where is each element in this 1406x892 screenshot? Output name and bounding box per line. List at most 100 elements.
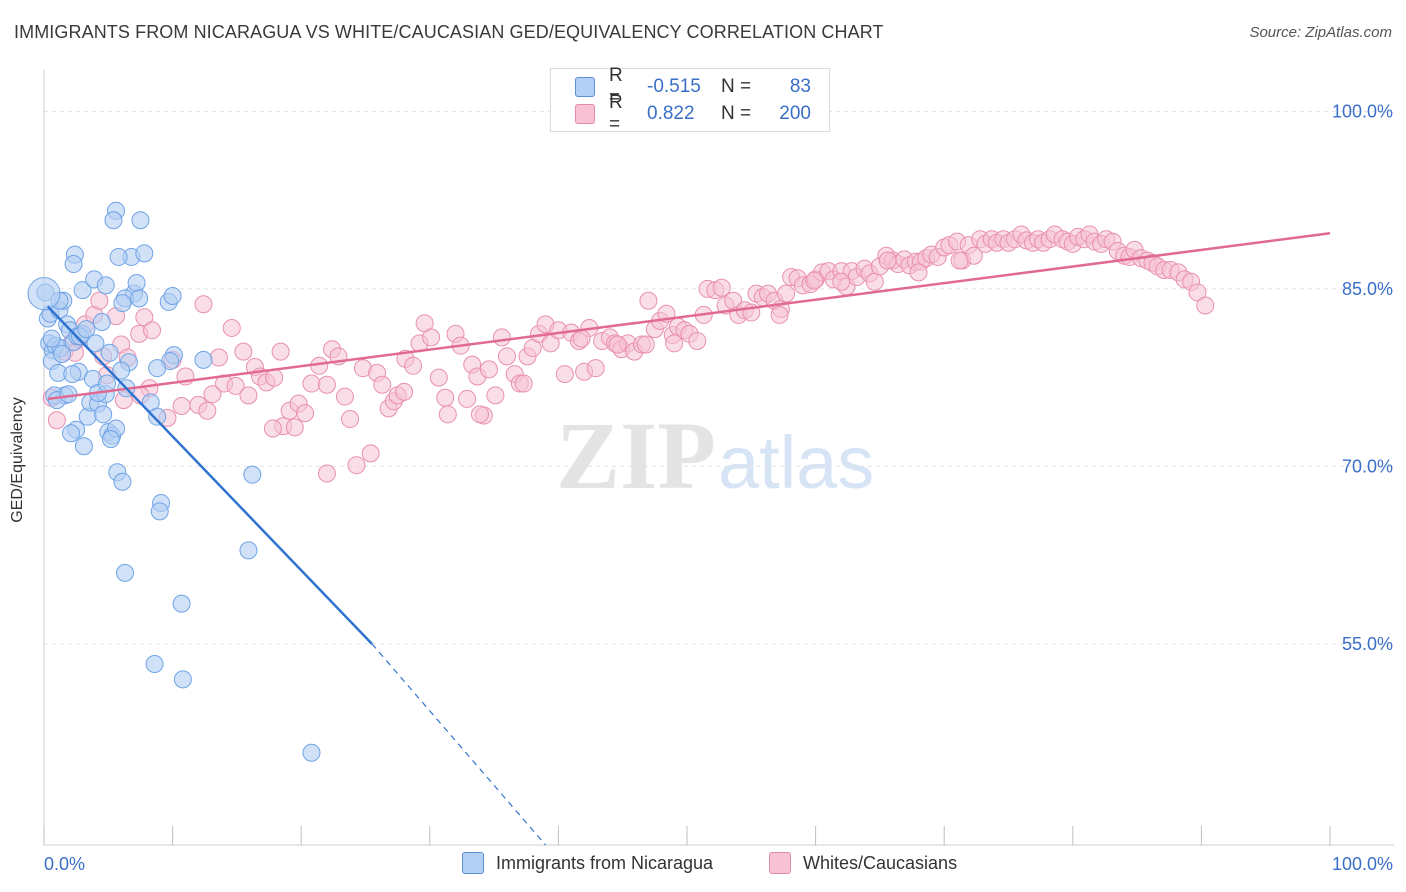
nicaragua-point xyxy=(145,654,164,673)
legend-r-label: R = xyxy=(609,65,623,108)
nicaragua-point xyxy=(92,313,111,332)
nicaragua-point xyxy=(173,670,192,689)
stats-legend: R = -0.515 N = 83 R = 0.822 N = 200 xyxy=(550,65,830,135)
nicaragua-point xyxy=(148,407,167,426)
legend-r-value: 0.822 xyxy=(647,103,695,124)
legend-row-nicaragua: R = -0.515 N = 83 xyxy=(575,65,811,108)
whites-point xyxy=(608,335,627,354)
nicaragua-point xyxy=(148,359,167,378)
nicaragua-point xyxy=(172,594,191,613)
nicaragua-point xyxy=(100,343,119,362)
nicaragua-point xyxy=(163,286,182,305)
nicaragua-point xyxy=(74,437,93,456)
x-tick-label-max: 100.0% xyxy=(1332,854,1393,874)
nicaragua-point xyxy=(302,743,321,762)
nicaragua-point xyxy=(130,289,149,308)
whites-point xyxy=(572,329,591,348)
legend-r-label: R = xyxy=(609,92,623,135)
nicaragua-point xyxy=(64,255,83,274)
whites-point xyxy=(950,251,969,270)
whites-point xyxy=(429,368,448,387)
whites-point xyxy=(832,272,851,291)
y-tick-label: 70.0% xyxy=(1342,456,1393,476)
whites-point xyxy=(361,444,380,463)
nicaragua-point xyxy=(116,563,135,582)
bottom-legend-label-whites: Whites/Caucasians xyxy=(803,852,958,873)
x-tick-label-min: 0.0% xyxy=(44,854,85,874)
whites-point xyxy=(514,374,533,393)
whites-point xyxy=(347,456,366,475)
nicaragua-large-point xyxy=(27,277,61,311)
whites-point xyxy=(436,388,455,407)
whites-point xyxy=(777,284,796,303)
whites-point xyxy=(1196,296,1215,315)
legend-swatch-nicaragua xyxy=(575,77,595,97)
whites-point xyxy=(335,387,354,406)
nicaragua-point xyxy=(42,329,61,348)
nicaragua-point xyxy=(86,334,105,353)
whites-point xyxy=(172,397,191,416)
y-tick-label: 55.0% xyxy=(1342,634,1393,654)
whites-point xyxy=(479,360,498,379)
whites-point xyxy=(373,375,392,394)
watermark-zip: ZIP xyxy=(556,402,716,509)
nicaragua-point xyxy=(63,365,82,384)
legend-swatch-whites xyxy=(575,104,595,124)
whites-point xyxy=(395,382,414,401)
whites-point xyxy=(712,278,731,297)
whites-point xyxy=(665,334,684,353)
nicaragua-point xyxy=(62,424,81,443)
nicaragua-point xyxy=(243,465,262,484)
legend-row-whites: R = 0.822 N = 200 xyxy=(575,92,811,135)
whites-point xyxy=(805,271,824,290)
bottom-legend-swatch-nicaragua xyxy=(462,852,484,874)
bottom-legend-label-nicaragua: Immigrants from Nicaragua xyxy=(496,852,714,873)
nicaragua-point xyxy=(131,211,150,230)
whites-point xyxy=(458,389,477,408)
whites-point xyxy=(271,342,290,361)
whites-point xyxy=(688,331,707,350)
y-axis-title: GED/Equivalency xyxy=(9,397,26,523)
whites-point xyxy=(263,419,282,438)
legend-r-value: -0.515 xyxy=(647,76,701,97)
whites-point xyxy=(341,410,360,429)
whites-point xyxy=(317,464,336,483)
whites-point xyxy=(198,401,217,420)
nicaragua-point xyxy=(194,350,213,369)
whites-point xyxy=(422,328,441,347)
whites-point xyxy=(226,376,245,395)
nicaragua-point xyxy=(135,244,154,263)
legend-n-value: 83 xyxy=(789,76,811,97)
watermark-atlas: atlas xyxy=(718,421,874,504)
whites-point xyxy=(302,374,321,393)
nicaragua-point xyxy=(77,320,96,339)
whites-point xyxy=(203,385,222,404)
whites-point xyxy=(296,404,315,423)
nicaragua-point xyxy=(112,361,131,380)
bottom-legend: Immigrants from Nicaragua Whites/Caucasi… xyxy=(0,852,1406,878)
nicaragua-point xyxy=(150,502,169,521)
whites-point xyxy=(209,348,228,367)
whites-point xyxy=(636,335,655,354)
whites-point xyxy=(239,386,258,405)
whites-point xyxy=(90,291,109,310)
whites-point xyxy=(234,342,253,361)
whites-point xyxy=(285,418,304,437)
bottom-legend-swatch-whites xyxy=(769,852,791,874)
nicaragua-point xyxy=(109,247,128,266)
whites-trendline xyxy=(47,232,1331,401)
whites-point xyxy=(770,305,789,324)
y-tick-label: 100.0% xyxy=(1332,101,1393,121)
chart-title: IMMIGRANTS FROM NICARAGUA VS WHITE/CAUCA… xyxy=(14,22,884,42)
legend-n-label: N = xyxy=(721,103,752,124)
nicaragua-point xyxy=(96,276,115,295)
whites-point xyxy=(222,318,241,337)
whites-point xyxy=(438,405,457,424)
whites-point xyxy=(492,328,511,347)
nicaragua-point xyxy=(73,281,92,300)
nicaragua-point xyxy=(94,405,113,424)
whites-point xyxy=(878,251,897,270)
whites-point xyxy=(865,272,884,291)
whites-point xyxy=(194,295,213,314)
